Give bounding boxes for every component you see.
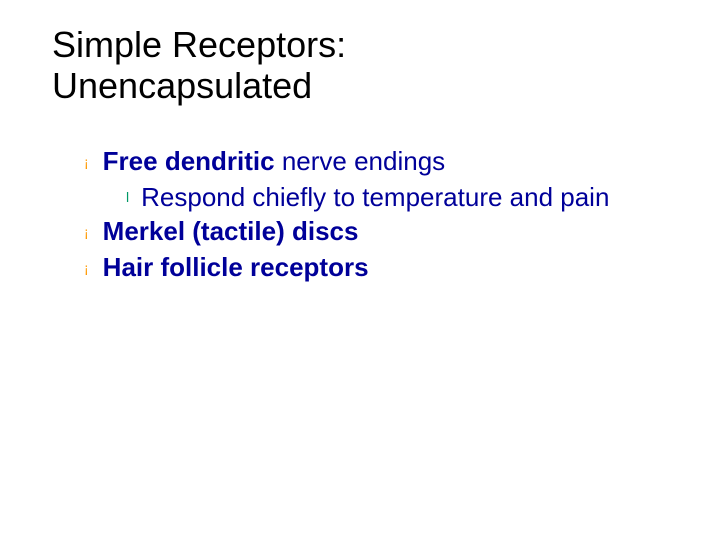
list-item: ¡ Hair follicle receptors: [84, 251, 668, 285]
bold-text: Hair follicle receptors: [103, 252, 369, 282]
bold-text: Free dendritic: [103, 146, 282, 176]
list-item: ¡ Merkel (tactile) discs: [84, 215, 668, 249]
bold-text: Merkel (tactile) discs: [103, 216, 359, 246]
hollow-circle-icon: ¡: [84, 215, 89, 249]
title-line-1: Simple Receptors:: [52, 24, 346, 65]
hollow-circle-icon: ¡: [84, 145, 89, 179]
hollow-circle-icon: ¡: [84, 251, 89, 285]
list-item: ¡ Free dendritic nerve endings: [84, 145, 668, 179]
slide-title: Simple Receptors: Unencapsulated: [52, 24, 668, 107]
slide: Simple Receptors: Unencapsulated ¡ Free …: [0, 0, 720, 540]
title-line-2: Unencapsulated: [52, 65, 312, 106]
slide-body: ¡ Free dendritic nerve endings l Respond…: [52, 145, 668, 286]
list-item-text: Merkel (tactile) discs: [103, 215, 359, 248]
plain-text: nerve endings: [282, 146, 445, 176]
list-item-text: Hair follicle receptors: [103, 251, 369, 284]
sub-list-item-text: Respond chiefly to temperature and pain: [141, 181, 609, 214]
disc-icon: l: [126, 181, 129, 213]
list-item-text: Free dendritic nerve endings: [103, 145, 446, 178]
sub-list-item: l Respond chiefly to temperature and pai…: [126, 181, 668, 214]
